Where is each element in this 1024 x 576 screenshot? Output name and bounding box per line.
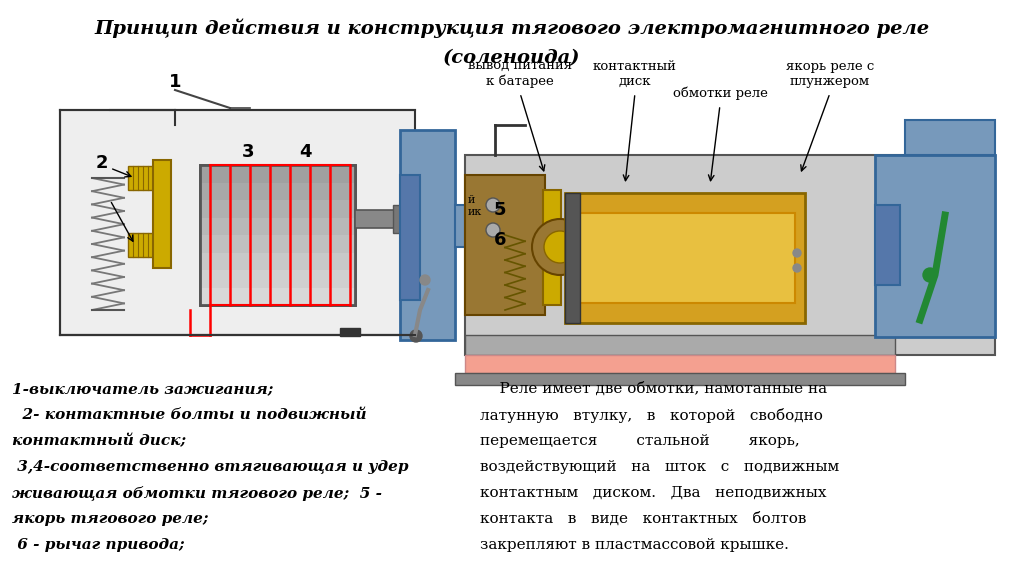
Bar [200, 165, 355, 183]
Bar [60, 110, 415, 335]
Bar [543, 190, 561, 305]
Bar [465, 335, 895, 355]
Text: вывод питания
к батарее: вывод питания к батарее [468, 59, 572, 88]
Circle shape [532, 219, 588, 275]
Bar [153, 160, 171, 268]
Circle shape [486, 198, 500, 212]
Circle shape [420, 275, 430, 285]
Text: й
ик: й ик [468, 195, 482, 217]
Text: 1-выключатель зажигания;: 1-выключатель зажигания; [12, 382, 273, 396]
Text: 2: 2 [96, 154, 109, 172]
Text: 1: 1 [169, 73, 181, 91]
Bar [200, 165, 355, 305]
Bar [565, 193, 805, 323]
Circle shape [486, 223, 500, 237]
Bar [465, 175, 545, 315]
Bar [455, 373, 905, 385]
Text: обмотки реле: обмотки реле [673, 86, 767, 100]
Text: 6: 6 [494, 231, 506, 249]
Text: перемещается        стальной        якорь,: перемещается стальной якорь, [480, 434, 800, 448]
Circle shape [544, 231, 575, 263]
Bar [393, 205, 401, 233]
Bar [355, 210, 395, 228]
Text: живающая обмотки тягового реле;  5 -: живающая обмотки тягового реле; 5 - [12, 486, 382, 501]
Text: контактным   диском.   Два   неподвижных: контактным диском. Два неподвижных [480, 486, 826, 500]
Text: латунную   втулку,   в   которой   свободно: латунную втулку, в которой свободно [480, 408, 823, 423]
Bar [200, 270, 355, 287]
Bar [200, 287, 355, 305]
Bar [128, 166, 153, 190]
Circle shape [793, 264, 801, 272]
Text: контактный
диск: контактный диск [593, 60, 677, 88]
Text: якорь реле с
плунжером: якорь реле с плунжером [785, 60, 874, 88]
Text: 6 - рычаг привода;: 6 - рычаг привода; [12, 538, 184, 552]
Text: 4: 4 [299, 143, 311, 161]
Bar [200, 218, 355, 235]
Circle shape [923, 268, 937, 282]
Bar [874, 205, 900, 285]
Bar [874, 155, 995, 337]
Text: закрепляют в пластмассовой крышке.: закрепляют в пластмассовой крышке. [480, 538, 788, 552]
Text: (соленоида): (соленоида) [443, 49, 581, 67]
Text: 3: 3 [242, 143, 254, 161]
Text: 3,4-соответственно втягивающая и удер: 3,4-соответственно втягивающая и удер [12, 460, 409, 474]
Bar [465, 355, 895, 373]
Bar [200, 200, 355, 218]
Bar [200, 235, 355, 252]
Bar [128, 233, 153, 257]
Circle shape [793, 249, 801, 257]
Bar [575, 213, 795, 303]
Text: 2- контактные болты и подвижный: 2- контактные болты и подвижный [12, 408, 367, 422]
Bar [465, 155, 995, 355]
Text: якорь тягового реле;: якорь тягового реле; [12, 512, 209, 526]
Bar [200, 183, 355, 200]
Bar [200, 165, 355, 305]
Bar [340, 328, 360, 336]
Text: контакта   в   виде   контактных   болтов: контакта в виде контактных болтов [480, 512, 806, 526]
Bar [905, 120, 995, 155]
Text: контактный диск;: контактный диск; [12, 434, 186, 448]
Text: Принцип действия и конструкция тягового электромагнитного реле: Принцип действия и конструкция тягового … [94, 18, 930, 38]
Circle shape [410, 330, 422, 342]
Text: 5: 5 [494, 201, 506, 219]
Text: воздействующий   на   шток   с   подвижным: воздействующий на шток с подвижным [480, 460, 840, 474]
Bar [200, 252, 355, 270]
Text: Реле имеет две обмотки, намотанные на: Реле имеет две обмотки, намотанные на [480, 382, 827, 396]
Bar [565, 193, 580, 323]
Bar [400, 130, 455, 340]
Bar [400, 175, 420, 300]
Bar [455, 205, 485, 247]
